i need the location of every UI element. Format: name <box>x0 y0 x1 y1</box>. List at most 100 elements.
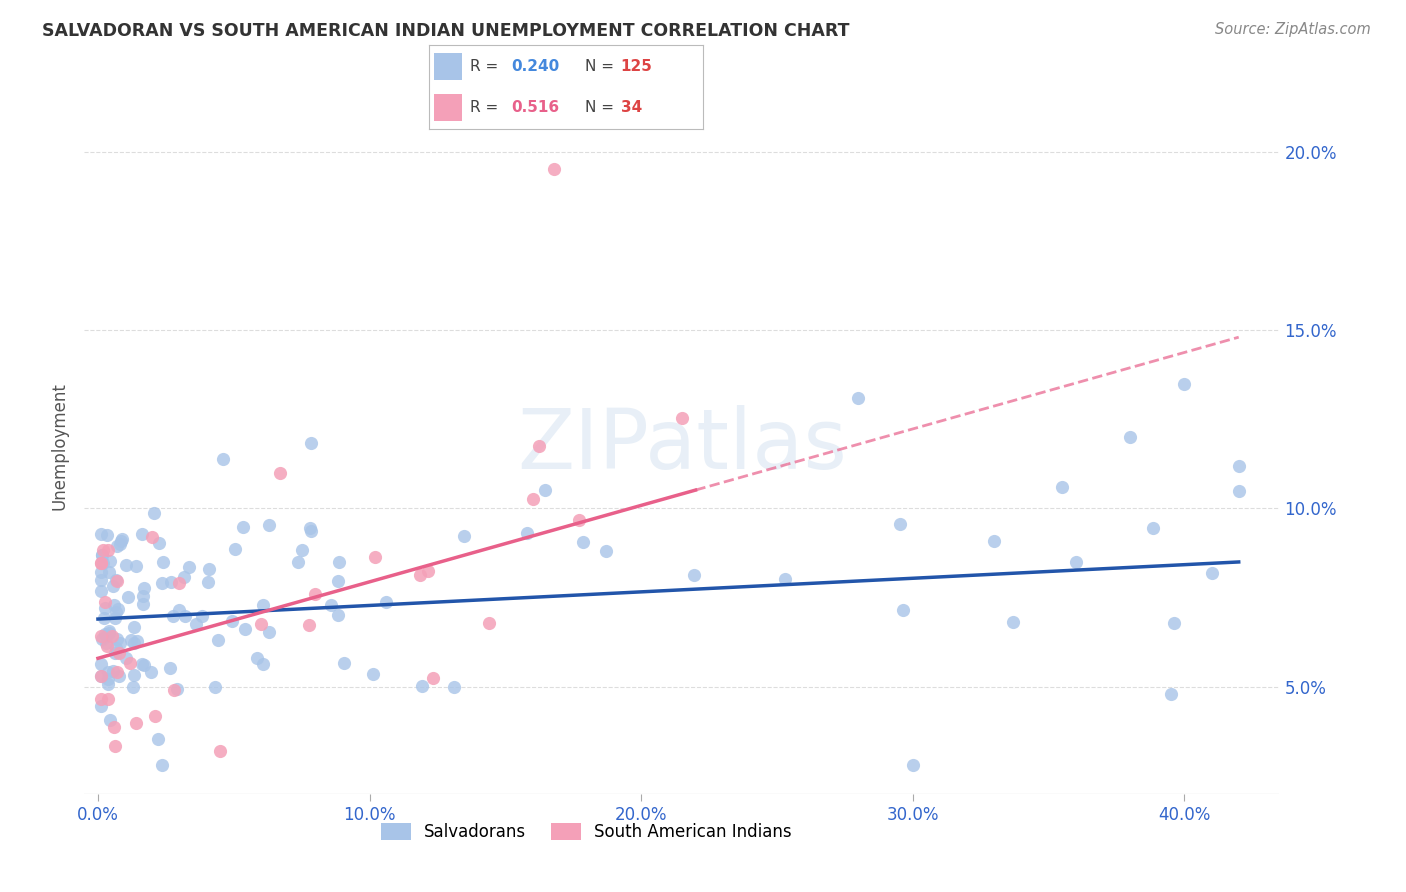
Point <box>97 565 120 579</box>
Point <box>290 542 312 557</box>
Point <box>422 671 444 685</box>
Point <box>328 574 350 589</box>
Point <box>104 739 127 753</box>
Point <box>124 636 146 650</box>
FancyBboxPatch shape <box>434 94 461 120</box>
Point <box>107 669 129 683</box>
FancyBboxPatch shape <box>434 54 461 80</box>
Point <box>97 626 120 640</box>
Point <box>122 668 145 682</box>
Point <box>411 679 433 693</box>
Point <box>152 556 174 570</box>
Point <box>889 516 911 531</box>
Point <box>160 574 183 589</box>
Point <box>103 720 125 734</box>
Point <box>162 608 184 623</box>
Point <box>1160 687 1182 701</box>
Point <box>93 611 115 625</box>
Point <box>107 602 129 616</box>
Point <box>104 646 127 660</box>
Point <box>364 549 387 564</box>
Point <box>1163 616 1185 631</box>
Text: 34: 34 <box>621 100 643 115</box>
Point <box>150 758 173 772</box>
Point <box>148 535 170 549</box>
Point <box>522 491 544 506</box>
Point <box>683 568 706 582</box>
Point <box>110 533 132 548</box>
Point <box>90 629 112 643</box>
Point <box>90 699 112 714</box>
Point <box>139 665 162 679</box>
Point <box>418 565 440 579</box>
Point <box>122 680 145 694</box>
Point <box>211 451 233 466</box>
Point <box>90 668 112 682</box>
Text: SALVADORAN VS SOUTH AMERICAN INDIAN UNEMPLOYMENT CORRELATION CHART: SALVADORAN VS SOUTH AMERICAN INDIAN UNEM… <box>42 22 849 40</box>
Point <box>1201 566 1223 580</box>
Point <box>97 672 120 686</box>
Point <box>124 716 146 731</box>
Point <box>299 435 322 450</box>
Text: ZIPatlas: ZIPatlas <box>517 406 846 486</box>
Point <box>98 713 121 727</box>
Point <box>105 632 128 646</box>
Point <box>169 576 191 591</box>
Point <box>250 617 273 632</box>
Point <box>90 657 112 672</box>
Point <box>100 629 122 643</box>
Y-axis label: Unemployment: Unemployment <box>51 382 69 510</box>
Point <box>224 541 246 556</box>
Point <box>163 683 186 698</box>
Point <box>146 731 169 746</box>
Point <box>105 539 128 553</box>
Point <box>232 520 254 534</box>
Point <box>174 608 197 623</box>
Point <box>1001 615 1024 630</box>
Point <box>90 526 112 541</box>
Point <box>453 529 475 543</box>
Point <box>104 605 127 619</box>
Point <box>233 623 256 637</box>
Point <box>132 658 155 673</box>
Point <box>91 556 114 570</box>
Point <box>96 527 118 541</box>
Point <box>167 603 190 617</box>
Point <box>150 576 173 591</box>
Point <box>111 532 134 546</box>
Point <box>287 555 309 569</box>
Point <box>91 543 114 558</box>
Point <box>94 601 117 615</box>
Point <box>298 618 321 632</box>
Point <box>515 526 537 541</box>
Point <box>1173 376 1195 391</box>
Point <box>104 641 127 656</box>
Point <box>326 607 349 622</box>
Point <box>848 391 870 405</box>
Point <box>572 534 595 549</box>
Point <box>207 633 229 648</box>
Point <box>114 650 136 665</box>
Point <box>1050 480 1073 494</box>
Point <box>252 598 274 612</box>
Point <box>319 598 342 612</box>
Point <box>91 632 114 646</box>
Point <box>1227 483 1250 498</box>
Point <box>100 554 122 568</box>
Point <box>177 560 200 574</box>
Point <box>91 549 114 563</box>
Point <box>118 656 141 670</box>
Point <box>478 615 501 630</box>
Text: N =: N = <box>585 100 614 115</box>
Point <box>901 758 924 772</box>
Text: R =: R = <box>470 59 498 74</box>
Point <box>90 692 112 706</box>
Point <box>166 681 188 696</box>
Point <box>186 617 208 632</box>
Point <box>90 584 112 599</box>
Point <box>159 661 181 675</box>
Legend: Salvadorans, South American Indians: Salvadorans, South American Indians <box>374 817 799 848</box>
Text: N =: N = <box>585 59 614 74</box>
Text: Source: ZipAtlas.com: Source: ZipAtlas.com <box>1215 22 1371 37</box>
Point <box>97 676 120 690</box>
